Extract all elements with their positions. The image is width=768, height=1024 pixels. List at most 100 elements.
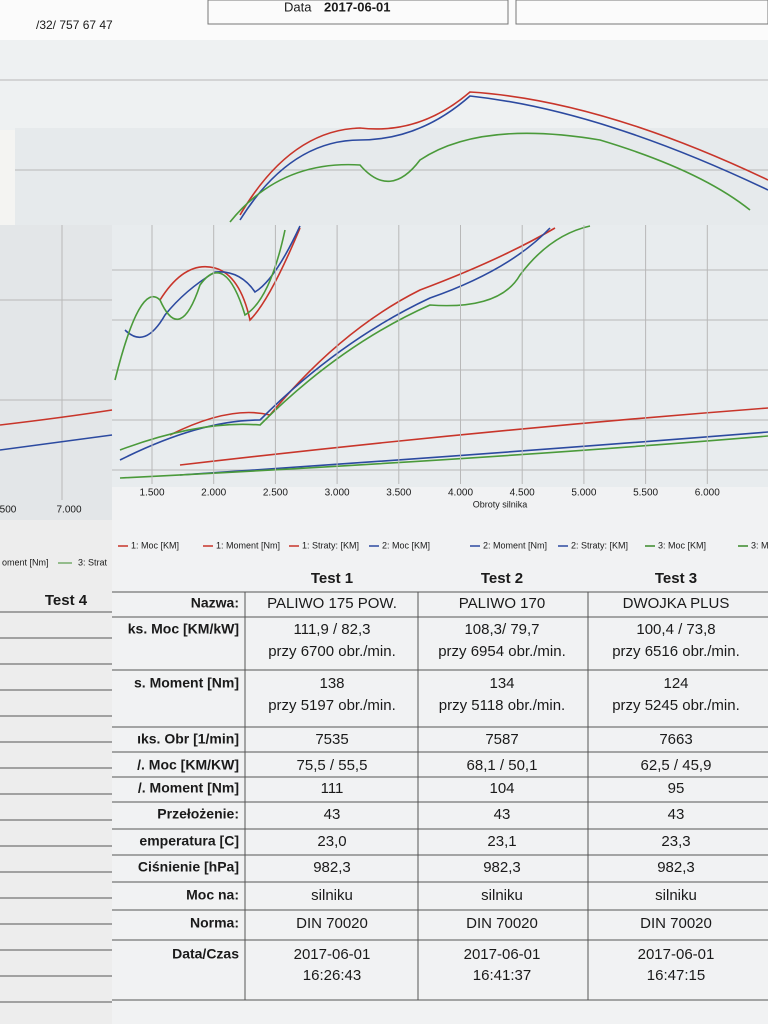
cell: 75,5 / 55,5	[297, 757, 368, 774]
row-label: Moc na:	[186, 887, 239, 903]
row-label: Nazwa:	[191, 595, 239, 611]
left-legend: oment [Nm]	[2, 557, 49, 567]
cell: 43	[324, 806, 341, 823]
cell: 23,3	[661, 833, 690, 850]
cell: DWOJKA PLUS	[623, 595, 730, 612]
cell: 7535	[315, 731, 348, 748]
cell: 2017-06-01	[464, 946, 541, 963]
x-tick-label: 4.000	[448, 488, 473, 499]
row-label: /. Moc [KM/KW]	[137, 757, 239, 773]
curve	[229, 132, 751, 223]
cell: 43	[668, 806, 685, 823]
cell: 100,4 / 73,8	[636, 621, 715, 638]
cell: przy 6700 obr./min.	[268, 643, 396, 660]
legend-entry: 1: Moc [KM]	[131, 540, 179, 550]
date-label: Data	[284, 0, 312, 14]
column-header: Test 1	[311, 570, 353, 587]
x-tick-label: 4.500	[510, 488, 535, 499]
cell: 104	[489, 780, 514, 797]
cell: 124	[663, 675, 688, 692]
row-label: /. Moment [Nm]	[138, 780, 239, 796]
row-label: emperatura [C]	[139, 833, 239, 849]
curve	[119, 225, 591, 451]
cell: 16:26:43	[303, 967, 361, 984]
cell: przy 5197 obr./min.	[268, 697, 396, 714]
cell: 982,3	[483, 859, 521, 876]
cell: 7663	[659, 731, 692, 748]
cell: DIN 70020	[296, 915, 368, 932]
curve	[119, 435, 768, 479]
cell: 111,9 / 82,3	[293, 621, 370, 638]
legend-entry: 2: Moc [KM]	[382, 540, 430, 550]
cell: 23,1	[487, 833, 516, 850]
x-tick-label: 5.000	[571, 488, 596, 499]
cell: 62,5 / 45,9	[641, 757, 712, 774]
chart-left-fragment	[0, 225, 112, 520]
x-tick-label: 3.500	[386, 488, 411, 499]
row-label: Ciśnienie [hPa]	[138, 859, 239, 875]
cell: 68,1 / 50,1	[467, 757, 538, 774]
legend-entry: 3: Moc [KM]	[658, 540, 706, 550]
cell: 23,0	[317, 833, 346, 850]
curve	[0, 409, 113, 426]
cell: 16:47:15	[647, 967, 705, 984]
legend-entry: 2: Straty: [KM]	[571, 540, 628, 550]
curve	[179, 431, 768, 476]
cell: PALIWO 170	[459, 595, 545, 612]
x-axis-label: Obroty silnika	[473, 499, 528, 509]
column-header: Test 3	[655, 570, 697, 587]
row-label: Przełożenie:	[157, 806, 239, 822]
cell: silniku	[481, 887, 523, 904]
left-column-header: Test 4	[45, 592, 88, 609]
cell: PALIWO 175 POW.	[267, 595, 397, 612]
row-label: ıks. Obr [1/min]	[137, 731, 239, 747]
cell: przy 5245 obr./min.	[612, 697, 740, 714]
cell: silniku	[311, 887, 353, 904]
cell: 982,3	[657, 859, 695, 876]
x-tick-label: 1.500	[139, 488, 164, 499]
curve	[169, 227, 556, 436]
cell: silniku	[655, 887, 697, 904]
cell: 982,3	[313, 859, 351, 876]
column-header: Test 2	[481, 570, 523, 587]
curve	[179, 407, 768, 466]
cell: DIN 70020	[640, 915, 712, 932]
chart-strip-middle	[15, 128, 768, 225]
cell: 2017-06-01	[638, 946, 715, 963]
x-tick-label: 2.000	[201, 488, 226, 499]
cell: 111	[321, 780, 344, 797]
row-label: s. Moment [Nm]	[134, 675, 239, 691]
x-tick-label: 5.500	[633, 488, 658, 499]
cell: przy 6516 obr./min.	[612, 643, 740, 660]
left-table-fragment	[0, 520, 112, 1024]
x-tick-label: 6.000	[695, 488, 720, 499]
cell: 2017-06-01	[294, 946, 371, 963]
cell: DIN 70020	[466, 915, 538, 932]
row-label: Data/Czas	[172, 946, 239, 962]
cell: przy 5118 obr./min.	[439, 697, 565, 714]
cell: 95	[668, 780, 685, 797]
row-label: ks. Moc [KM/kW]	[128, 621, 239, 637]
date: 2017-06-01	[324, 0, 391, 14]
grid	[0, 79, 768, 500]
x-tick-label: 3.000	[325, 488, 350, 499]
cell: 108,3/ 79,7	[464, 621, 539, 638]
cell: 138	[319, 675, 344, 692]
left-legend: 3: Strat	[78, 557, 108, 567]
header-area	[0, 0, 768, 42]
curve	[114, 229, 286, 381]
cell: 16:41:37	[473, 967, 531, 984]
curve	[239, 95, 768, 221]
row-label: Norma:	[190, 915, 239, 931]
chart-strip-top	[0, 40, 768, 130]
date-box	[207, 0, 509, 25]
cell: 134	[489, 675, 514, 692]
legend-entry: 1: Straty: [KM]	[302, 540, 359, 550]
x-tick-label: 500	[0, 505, 17, 516]
x-tick-label: 7.000	[56, 505, 81, 516]
legend-entry: 3: M	[751, 540, 768, 550]
cell: 43	[494, 806, 511, 823]
table-area	[112, 487, 768, 1024]
curve	[0, 434, 113, 451]
